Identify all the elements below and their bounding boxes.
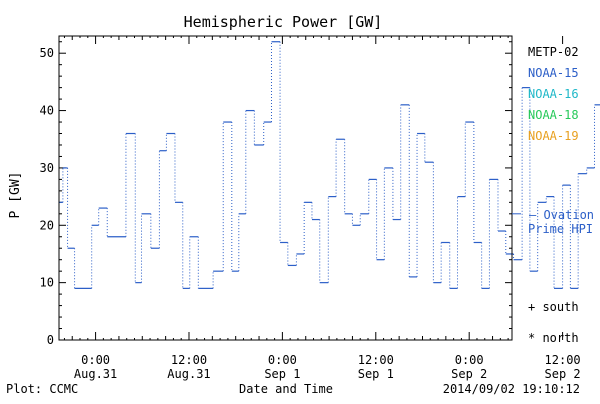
plot-timestamp: 2014/09/02 19:10:12 [443,382,580,396]
y-axis: 0 10 20 30 40 50 [40,41,512,347]
legend-entry: NOAA-19 [528,129,579,143]
x-tick-time-label: 0:00 [268,353,297,367]
marker-legend-entry: * north [528,331,579,345]
y-tick-label: 10 [40,276,54,290]
ovation-label-line2: Prime HPI [528,222,593,236]
marker-legend-entry: + south [528,300,579,314]
y-tick-label: 30 [40,161,54,175]
x-axis-label: Date and Time [239,382,333,396]
y-tick-label: 20 [40,218,54,232]
x-tick-date-label: Sep 1 [358,367,394,381]
series-layer [59,41,600,289]
x-tick-time-label: 12:00 [358,353,394,367]
y-tick-label: 50 [40,46,54,60]
x-tick-time-label: 0:00 [455,353,484,367]
x-tick-date-label: Sep 2 [545,367,581,381]
x-tick-time-label: 0:00 [81,353,110,367]
marker-legend: + south * north [528,300,579,345]
legend: METP-02 NOAA-15 NOAA-16 NOAA-18 NOAA-19 [528,45,579,143]
y-tick-label: 40 [40,104,54,118]
x-tick-date-label: Sep 2 [451,367,487,381]
x-tick-date-label: Sep 1 [264,367,300,381]
x-tick-time-label: 12:00 [545,353,581,367]
x-tick-date-label: Aug.31 [74,367,117,381]
y-axis-label: P [GW] [8,172,23,219]
y-tick-label: 0 [47,333,54,347]
legend-entry: NOAA-18 [528,108,579,122]
legend-entry: METP-02 [528,45,579,59]
legend-entry: NOAA-16 [528,87,579,101]
x-tick-date-label: Aug.31 [167,367,210,381]
ovation-label-line1: — Ovation [529,208,594,222]
x-tick-time-label: 12:00 [171,353,207,367]
legend-entry: NOAA-15 [528,66,579,80]
plot-credit: Plot: CCMC [6,382,78,396]
series-NOAA-15 [59,41,600,289]
ovation-legend: — Ovation Prime HPI [512,208,594,236]
chart-title: Hemispheric Power [GW] [184,13,383,31]
plot-frame [58,35,513,341]
